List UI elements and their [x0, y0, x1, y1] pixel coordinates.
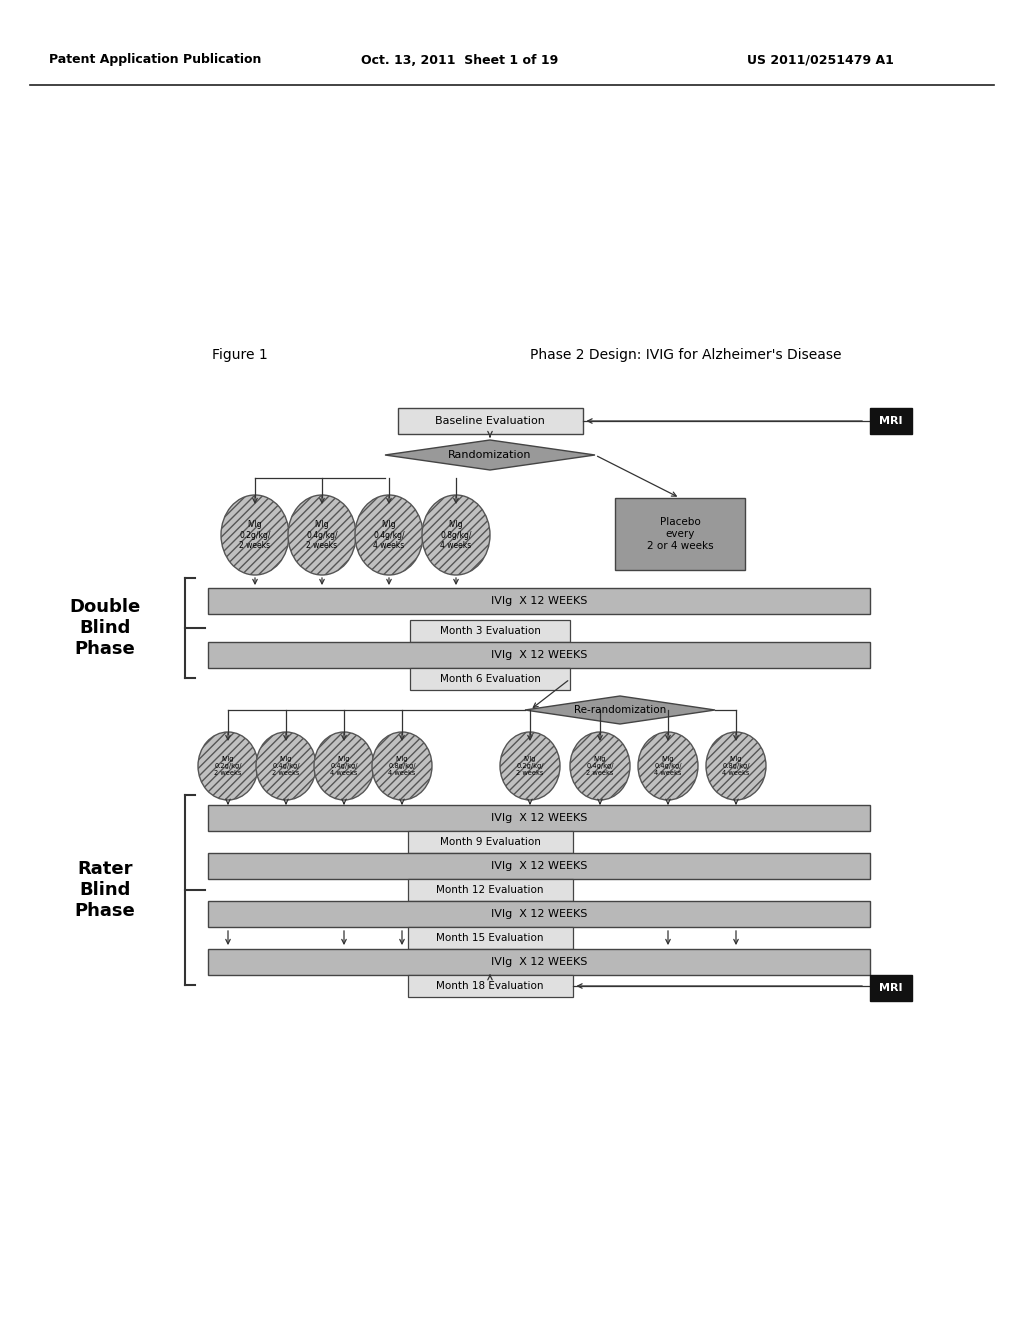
FancyBboxPatch shape — [208, 805, 870, 832]
Text: Figure 1: Figure 1 — [212, 348, 268, 362]
FancyBboxPatch shape — [870, 975, 912, 1001]
FancyBboxPatch shape — [408, 832, 573, 853]
Text: IVIg  X 12 WEEKS: IVIg X 12 WEEKS — [490, 649, 587, 660]
Text: Baseline Evaluation: Baseline Evaluation — [435, 416, 545, 426]
Ellipse shape — [314, 733, 374, 800]
Text: IVIg
0.4g/kg/
4 weeks: IVIg 0.4g/kg/ 4 weeks — [373, 520, 404, 550]
Text: IVIg
0.4g/kg/
4 weeks: IVIg 0.4g/kg/ 4 weeks — [654, 756, 682, 776]
Text: Re-randomization: Re-randomization — [573, 705, 667, 715]
FancyBboxPatch shape — [398, 408, 583, 434]
Text: IVIg
0.8g/kg/
4 weeks: IVIg 0.8g/kg/ 4 weeks — [440, 520, 472, 550]
Text: IVIg  X 12 WEEKS: IVIg X 12 WEEKS — [490, 957, 587, 968]
Ellipse shape — [638, 733, 698, 800]
Text: IVIg
0.4g/kg/
2 weeks: IVIg 0.4g/kg/ 2 weeks — [306, 520, 338, 550]
Text: IVIg  X 12 WEEKS: IVIg X 12 WEEKS — [490, 813, 587, 822]
FancyBboxPatch shape — [208, 642, 870, 668]
Text: Month 18 Evaluation: Month 18 Evaluation — [436, 981, 544, 991]
FancyBboxPatch shape — [870, 408, 912, 434]
Text: IVIg
0.2g/kg/
2 weeks: IVIg 0.2g/kg/ 2 weeks — [516, 756, 544, 776]
Text: US 2011/0251479 A1: US 2011/0251479 A1 — [746, 54, 893, 66]
Ellipse shape — [221, 495, 289, 576]
Text: Month 9 Evaluation: Month 9 Evaluation — [439, 837, 541, 847]
Ellipse shape — [288, 495, 356, 576]
Text: Phase 2 Design: IVIG for Alzheimer's Disease: Phase 2 Design: IVIG for Alzheimer's Dis… — [530, 348, 842, 362]
Text: Placebo
every
2 or 4 weeks: Placebo every 2 or 4 weeks — [647, 517, 714, 550]
Text: Month 6 Evaluation: Month 6 Evaluation — [439, 675, 541, 684]
Ellipse shape — [355, 495, 423, 576]
Text: IVIg  X 12 WEEKS: IVIg X 12 WEEKS — [490, 909, 587, 919]
FancyBboxPatch shape — [615, 498, 745, 570]
Ellipse shape — [256, 733, 316, 800]
FancyBboxPatch shape — [410, 620, 570, 642]
Text: IVIg
0.4g/kg/
2 weeks: IVIg 0.4g/kg/ 2 weeks — [272, 756, 300, 776]
FancyBboxPatch shape — [208, 587, 870, 614]
Text: Randomization: Randomization — [449, 450, 531, 459]
Text: IVIg
0.4g/kg/
4 weeks: IVIg 0.4g/kg/ 4 weeks — [331, 756, 357, 776]
Text: MRI: MRI — [880, 983, 903, 993]
Text: Patent Application Publication: Patent Application Publication — [49, 54, 261, 66]
Polygon shape — [525, 696, 715, 723]
Polygon shape — [385, 440, 595, 470]
Ellipse shape — [706, 733, 766, 800]
Text: IVIg
0.2g/kg/
2 weeks: IVIg 0.2g/kg/ 2 weeks — [240, 520, 270, 550]
Text: IVIg  X 12 WEEKS: IVIg X 12 WEEKS — [490, 861, 587, 871]
FancyBboxPatch shape — [408, 927, 573, 949]
Text: IVIg
0.8g/kg/
4 weeks: IVIg 0.8g/kg/ 4 weeks — [388, 756, 416, 776]
Text: Double
Blind
Phase: Double Blind Phase — [70, 598, 140, 657]
Ellipse shape — [570, 733, 630, 800]
Ellipse shape — [372, 733, 432, 800]
FancyBboxPatch shape — [408, 879, 573, 902]
Text: Month 12 Evaluation: Month 12 Evaluation — [436, 884, 544, 895]
FancyBboxPatch shape — [408, 975, 573, 997]
Text: IVIg
0.4g/kg/
2 weeks: IVIg 0.4g/kg/ 2 weeks — [587, 756, 613, 776]
Text: Rater
Blind
Phase: Rater Blind Phase — [75, 861, 135, 920]
FancyBboxPatch shape — [208, 902, 870, 927]
Text: IVIg
0.8g/kg/
4 weeks: IVIg 0.8g/kg/ 4 weeks — [722, 756, 750, 776]
Ellipse shape — [500, 733, 560, 800]
FancyBboxPatch shape — [208, 949, 870, 975]
Text: Oct. 13, 2011  Sheet 1 of 19: Oct. 13, 2011 Sheet 1 of 19 — [361, 54, 559, 66]
Text: MRI: MRI — [880, 416, 903, 426]
Ellipse shape — [422, 495, 490, 576]
Text: Month 3 Evaluation: Month 3 Evaluation — [439, 626, 541, 636]
Text: IVIg  X 12 WEEKS: IVIg X 12 WEEKS — [490, 597, 587, 606]
Text: IVIg
0.2g/kg/
2 weeks: IVIg 0.2g/kg/ 2 weeks — [214, 756, 242, 776]
FancyBboxPatch shape — [410, 668, 570, 690]
FancyBboxPatch shape — [208, 853, 870, 879]
Ellipse shape — [198, 733, 258, 800]
Text: Month 15 Evaluation: Month 15 Evaluation — [436, 933, 544, 942]
